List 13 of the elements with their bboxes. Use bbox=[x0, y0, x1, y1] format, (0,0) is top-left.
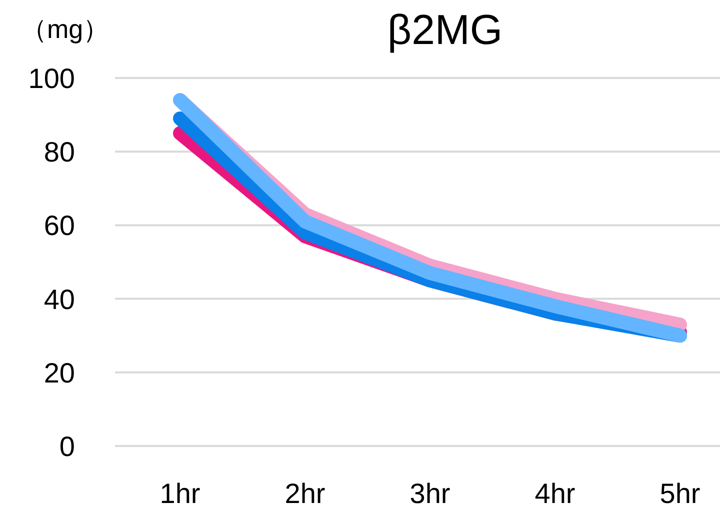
x-tick-label: 2hr bbox=[284, 478, 326, 507]
y-tick-label: 40 bbox=[44, 284, 75, 315]
y-axis-title: （mg） bbox=[20, 14, 110, 44]
x-tick-label: 4hr bbox=[534, 478, 576, 507]
x-tick-label: 1hr bbox=[160, 478, 200, 507]
y-tick-label: 0 bbox=[59, 431, 75, 462]
y-tick-label: 20 bbox=[44, 357, 75, 388]
chart-title: β2MG bbox=[387, 6, 503, 53]
y-tick-label: 60 bbox=[44, 210, 75, 242]
x-tick-label: 5hr bbox=[660, 478, 700, 507]
y-tick-label: 100 bbox=[28, 63, 75, 94]
y-tick-label: 80 bbox=[44, 136, 75, 168]
x-tick-label: 3hr bbox=[410, 478, 450, 507]
